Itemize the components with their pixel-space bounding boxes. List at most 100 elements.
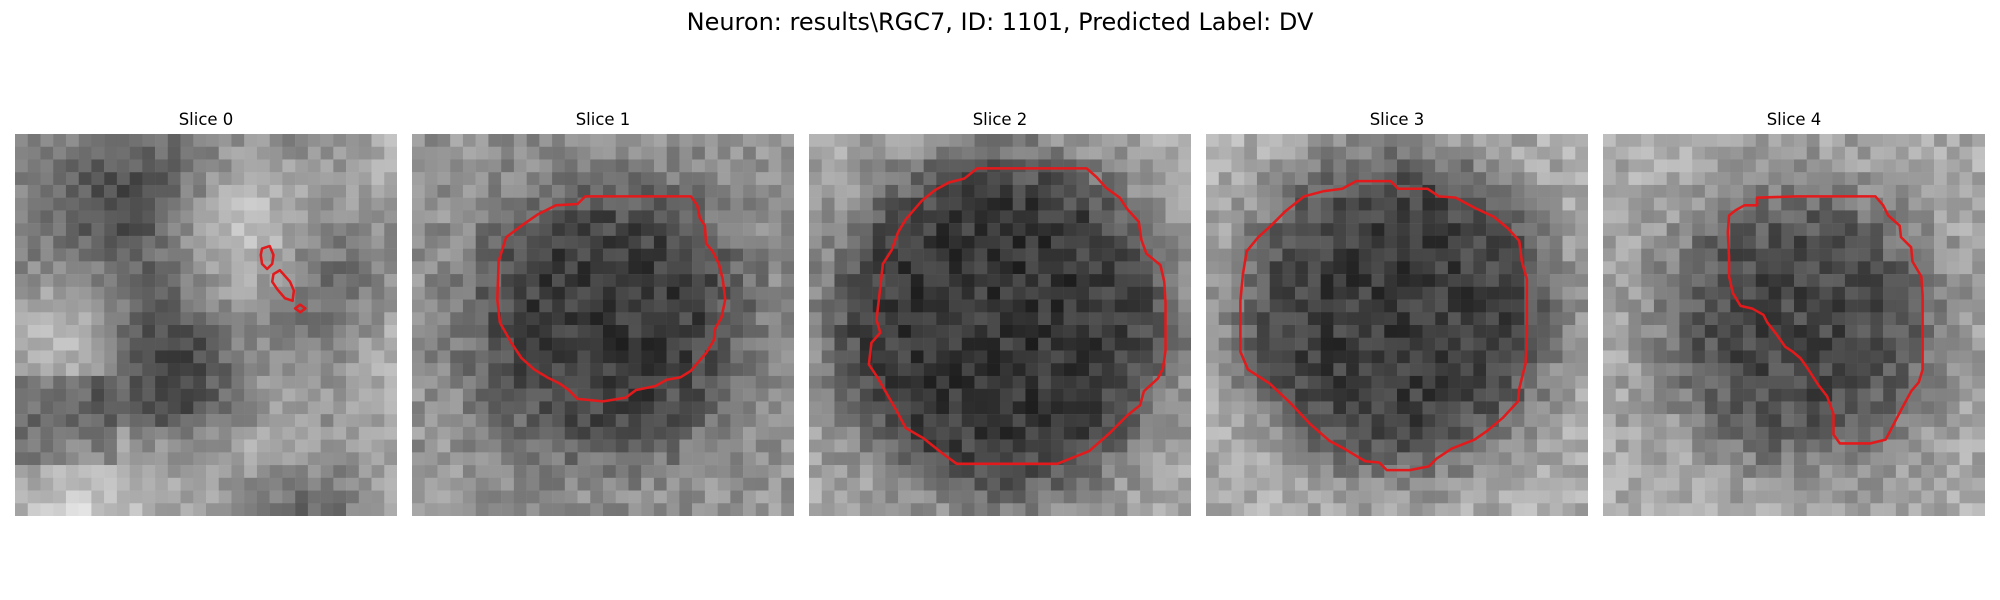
image-pixel xyxy=(564,414,578,428)
image-pixel xyxy=(1206,235,1219,249)
image-pixel xyxy=(1295,350,1309,364)
image-pixel xyxy=(384,223,397,237)
image-pixel xyxy=(1460,261,1474,275)
image-pixel xyxy=(564,465,578,479)
image-pixel xyxy=(1178,184,1191,198)
image-pixel xyxy=(1603,261,1616,275)
image-pixel xyxy=(180,465,194,479)
image-pixel xyxy=(1934,286,1948,300)
image-pixel xyxy=(603,337,616,351)
image-pixel xyxy=(40,235,54,249)
image-pixel xyxy=(206,312,219,326)
image-pixel xyxy=(1114,325,1128,338)
image-pixel xyxy=(1346,401,1360,415)
image-pixel xyxy=(1358,184,1372,198)
image-pixel xyxy=(1346,477,1360,491)
image-pixel xyxy=(231,350,245,364)
image-pixel xyxy=(1628,312,1642,326)
image-pixel xyxy=(847,325,861,338)
image-pixel xyxy=(730,134,744,147)
image-pixel xyxy=(666,490,680,504)
image-pixel xyxy=(256,235,270,249)
image-pixel xyxy=(1972,325,1985,338)
image-pixel xyxy=(206,197,219,211)
image-pixel xyxy=(1575,465,1588,479)
image-pixel xyxy=(155,388,169,402)
image-pixel xyxy=(1934,477,1948,491)
image-pixel xyxy=(1819,286,1833,300)
image-pixel xyxy=(1972,235,1985,249)
image-pixel xyxy=(282,337,296,351)
image-pixel xyxy=(256,312,270,326)
image-pixel xyxy=(1819,261,1833,275)
image-pixel xyxy=(1524,248,1538,262)
image-pixel xyxy=(1269,197,1283,211)
image-pixel xyxy=(488,134,502,147)
image-pixel xyxy=(539,261,553,275)
image-pixel xyxy=(1653,134,1667,147)
image-pixel xyxy=(142,299,156,313)
image-pixel xyxy=(1934,134,1948,147)
image-pixel xyxy=(859,184,873,198)
image-pixel xyxy=(526,299,540,313)
image-pixel xyxy=(116,337,130,351)
image-pixel xyxy=(1409,414,1423,428)
image-pixel xyxy=(1908,350,1922,364)
image-pixel xyxy=(91,146,105,160)
image-pixel xyxy=(513,388,527,402)
image-pixel xyxy=(564,248,578,262)
image-pixel xyxy=(1447,312,1461,326)
image-pixel xyxy=(923,235,937,249)
image-pixel xyxy=(437,159,451,173)
image-pixel xyxy=(1165,134,1179,147)
image-pixel xyxy=(1806,337,1820,351)
image-pixel xyxy=(1333,274,1347,288)
image-pixel xyxy=(437,477,451,491)
image-pixel xyxy=(974,261,988,275)
image-pixel xyxy=(1447,503,1461,516)
image-pixel xyxy=(885,223,899,237)
image-pixel xyxy=(641,235,655,249)
image-pixel xyxy=(730,477,744,491)
image-pixel xyxy=(1346,134,1360,147)
image-pixel xyxy=(424,388,438,402)
image-pixel xyxy=(116,146,130,160)
image-pixel xyxy=(1486,325,1500,338)
image-pixel xyxy=(40,134,54,147)
image-pixel xyxy=(1101,286,1115,300)
image-pixel xyxy=(974,325,988,338)
image-pixel xyxy=(193,146,207,160)
image-pixel xyxy=(256,274,270,288)
image-pixel xyxy=(501,477,515,491)
image-pixel xyxy=(1269,477,1283,491)
image-pixel xyxy=(1000,350,1013,364)
image-pixel xyxy=(628,503,642,516)
image-pixel xyxy=(1883,248,1897,262)
image-pixel xyxy=(1473,261,1487,275)
image-pixel xyxy=(526,197,540,211)
image-pixel xyxy=(1435,299,1449,313)
image-pixel xyxy=(743,159,757,173)
image-pixel xyxy=(1025,312,1039,326)
image-pixel xyxy=(781,235,794,249)
image-pixel xyxy=(104,503,118,516)
image-pixel xyxy=(577,375,591,389)
image-pixel xyxy=(743,375,757,389)
image-pixel xyxy=(1333,388,1347,402)
image-pixel xyxy=(1486,235,1500,249)
image-pixel xyxy=(1012,426,1026,440)
image-pixel xyxy=(743,477,757,491)
image-pixel xyxy=(475,299,489,313)
image-pixel xyxy=(1549,235,1563,249)
image-pixel xyxy=(1140,159,1154,173)
image-pixel xyxy=(1743,159,1757,173)
image-pixel xyxy=(1358,261,1372,275)
image-pixel xyxy=(15,286,28,300)
image-pixel xyxy=(1422,363,1436,377)
image-pixel xyxy=(743,286,757,300)
image-pixel xyxy=(244,261,258,275)
image-pixel xyxy=(781,465,794,479)
image-pixel xyxy=(1409,223,1423,237)
image-pixel xyxy=(1256,452,1270,466)
image-pixel xyxy=(1562,388,1576,402)
